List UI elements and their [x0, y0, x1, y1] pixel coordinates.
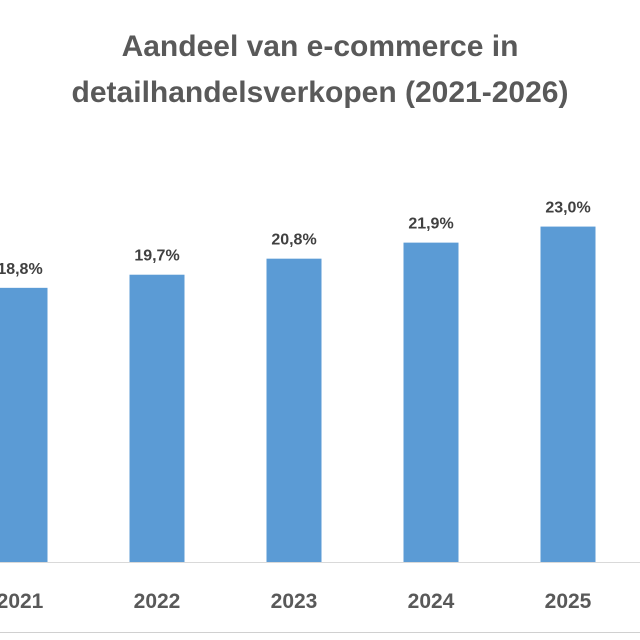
bar-2021 — [0, 287, 48, 562]
chart-title: Aandeel van e-commerce in detailhandelsv… — [0, 24, 640, 116]
x-tick-label-2022: 2022 — [134, 590, 181, 613]
x-tick-label-2025: 2025 — [545, 590, 592, 613]
data-label-2025: 23,0% — [545, 200, 590, 217]
chart-title-line-1: Aandeel van e-commerce in — [121, 30, 519, 63]
bar-2024 — [403, 242, 459, 562]
x-tick-label-2023: 2023 — [271, 590, 318, 613]
bar-2025 — [540, 226, 596, 563]
data-label-2022: 19,7% — [134, 248, 179, 265]
x-tick-label-2021: 2021 — [0, 590, 44, 613]
chart-title-line-2: detailhandelsverkopen (2021-2026) — [71, 76, 569, 109]
data-label-2023: 20,8% — [271, 232, 316, 249]
x-tick-label-2024: 2024 — [408, 590, 455, 613]
data-label-2021: 18,8% — [0, 261, 43, 278]
bar-2022 — [129, 274, 185, 562]
data-label-2024: 21,9% — [408, 216, 453, 233]
bar-2023 — [266, 258, 322, 562]
